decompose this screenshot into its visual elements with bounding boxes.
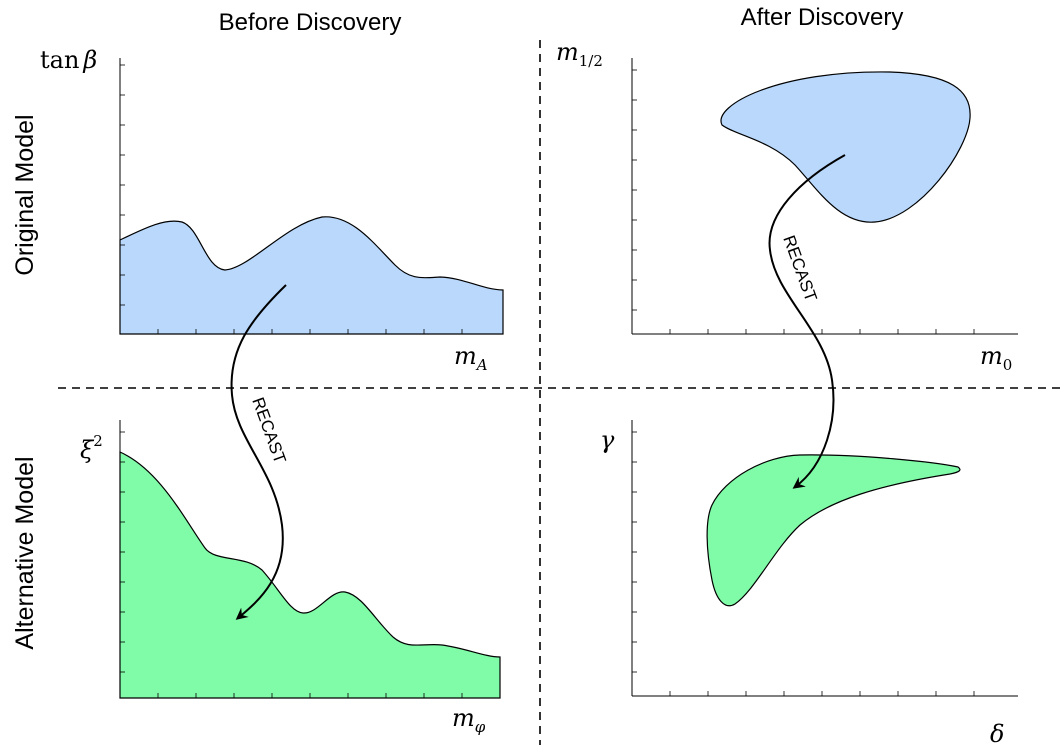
row-title-alternative: Alternative Model <box>11 456 39 649</box>
y-axis-label-m-half: m1/2 <box>556 38 603 70</box>
y-ticks <box>632 69 637 311</box>
x-axis-label-m-a: mA <box>454 342 488 374</box>
x-ticks <box>157 329 463 334</box>
alternative-region-after <box>706 454 961 607</box>
column-title-after: After Discovery <box>741 4 904 31</box>
panel-top-left: tan β mA <box>40 46 504 374</box>
original-region-after <box>720 71 971 223</box>
recast-arrow-right <box>768 154 846 489</box>
original-region-before <box>119 216 504 335</box>
y-axis-label-xi-squared: ξ2 <box>80 432 103 464</box>
y-axis-label-gamma: γ <box>600 426 615 454</box>
y-ticks <box>120 431 125 673</box>
panel-top-right: m1/2 m0 <box>556 38 1018 374</box>
recast-label-right: RECAST <box>779 233 820 304</box>
x-axis-label-delta: δ <box>990 720 1004 748</box>
x-axis-label-m-0: m0 <box>980 342 1012 374</box>
row-title-original: Original Model <box>11 114 39 275</box>
panel-bottom-right: γ δ <box>600 420 1018 748</box>
column-title-before: Before Discovery <box>219 9 402 36</box>
y-axis-label-tan-beta: tan β <box>40 46 97 74</box>
panel-bottom-left: ξ2 mφ <box>80 420 501 736</box>
x-ticks <box>669 691 975 696</box>
x-ticks <box>157 693 463 698</box>
alternative-region-before <box>119 451 501 699</box>
x-ticks <box>669 329 975 334</box>
recast-arrow-left <box>230 284 287 620</box>
x-axis-label-m-phi: mφ <box>452 704 486 736</box>
y-ticks <box>632 431 637 673</box>
y-ticks <box>120 64 125 306</box>
